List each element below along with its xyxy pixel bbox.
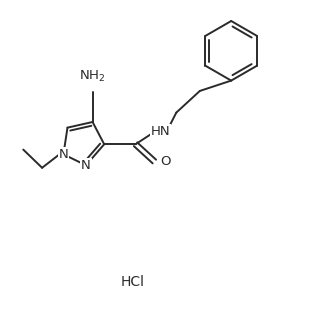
Text: HCl: HCl — [120, 275, 144, 289]
Text: N: N — [59, 148, 68, 161]
Text: O: O — [161, 155, 171, 168]
Text: HN: HN — [151, 125, 170, 138]
Text: NH$_2$: NH$_2$ — [79, 69, 106, 84]
Text: N: N — [81, 159, 91, 172]
